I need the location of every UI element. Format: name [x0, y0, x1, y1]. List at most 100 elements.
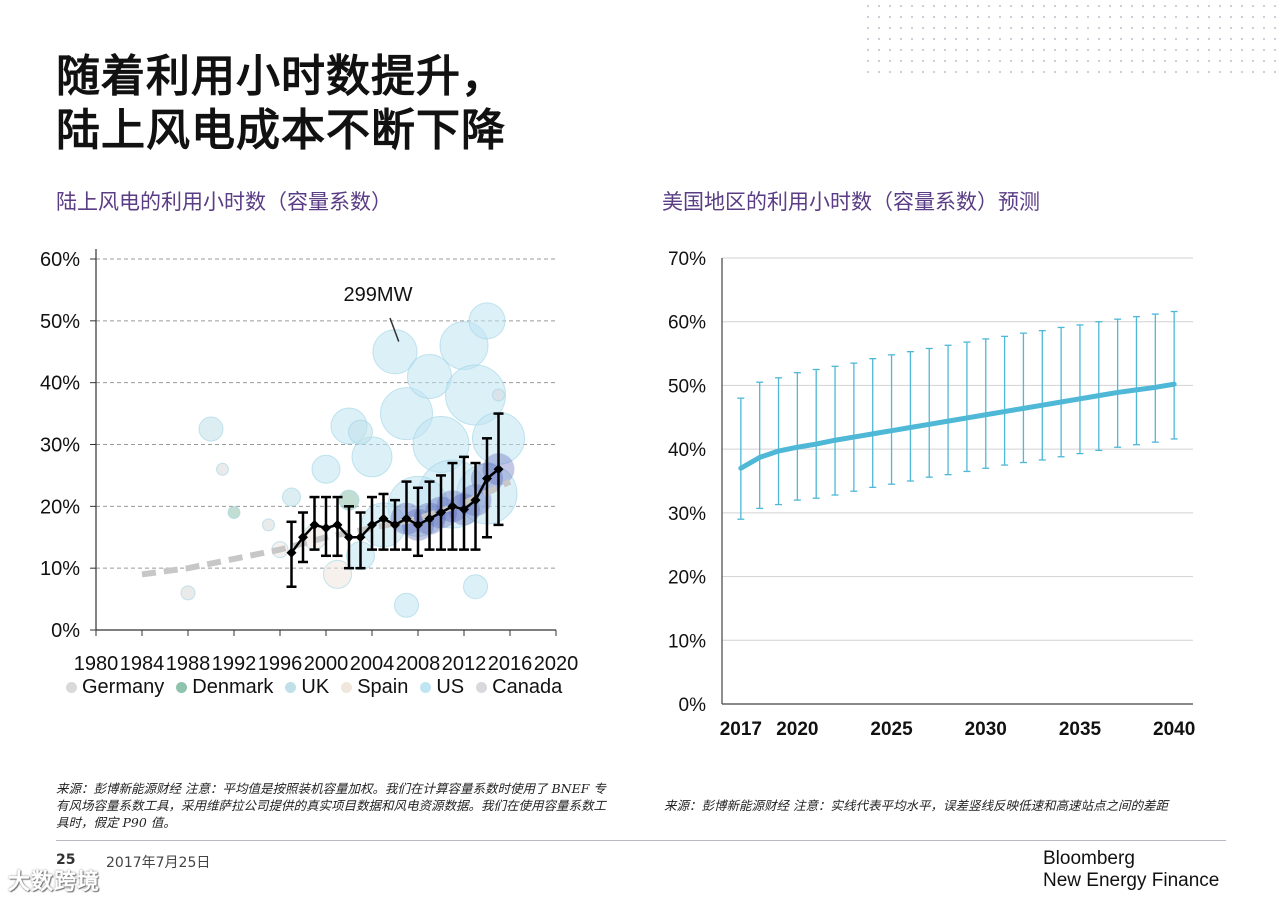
x-tick-label: 2017	[720, 719, 762, 740]
grid-dot	[965, 26, 969, 30]
grid-dot	[1130, 4, 1134, 8]
grid-dot	[1207, 37, 1211, 41]
grid-dot	[1174, 37, 1178, 41]
average-point	[286, 547, 297, 558]
brand-line2: New Energy Finance	[1043, 870, 1220, 891]
grid-dot	[1075, 15, 1079, 19]
bubble-spain	[323, 559, 352, 589]
x-tick-label: 2030	[965, 719, 1007, 740]
legend-swatch	[66, 682, 77, 693]
grid-dot	[1086, 4, 1090, 8]
grid-dot	[943, 26, 947, 30]
grid-dot	[877, 26, 881, 30]
grid-dot	[1262, 48, 1266, 52]
grid-dot	[1108, 4, 1112, 8]
grid-dot	[1262, 37, 1266, 41]
grid-dot	[1064, 59, 1068, 63]
grid-dot	[1053, 26, 1057, 30]
bubble-uk	[348, 419, 373, 445]
legend-label: Canada	[492, 676, 563, 698]
legend-swatch	[476, 682, 488, 693]
grid-dot	[1064, 48, 1068, 52]
grid-dot	[921, 4, 925, 8]
grid-dot	[910, 59, 914, 63]
average-point	[367, 519, 377, 530]
left-chart: 0% 10% 20% 30% 40% 50% 60% 1980 1984 1988 1992 1996…	[40, 249, 578, 675]
average-point	[413, 519, 423, 530]
grid-dot	[910, 37, 914, 41]
x-tick-label: 2025	[870, 719, 913, 740]
average-point	[332, 519, 343, 530]
grid-dot	[1218, 15, 1222, 19]
grid-dot	[1053, 15, 1057, 19]
grid-dot	[899, 4, 903, 8]
grid-dot	[932, 59, 936, 63]
grid-dot	[1086, 26, 1090, 30]
grid-dot	[1130, 70, 1134, 74]
y-tick-label: 40%	[668, 440, 706, 461]
grid-dot	[965, 37, 969, 41]
grid-dot	[1009, 48, 1013, 52]
grid-dot	[1229, 4, 1233, 8]
grid-dot	[1053, 70, 1057, 74]
bubble-uk	[282, 487, 301, 507]
grid-dot	[1009, 26, 1013, 30]
grid-dot	[1108, 15, 1112, 19]
grid-dot	[1218, 48, 1222, 52]
grid-dot	[1152, 4, 1156, 8]
grid-dot	[888, 70, 892, 74]
grid-dot	[1031, 4, 1035, 8]
right-chart: 0% 10% 20% 30% 40% 50% 60% 70% 2017 2020 2025 2030 2…	[668, 249, 1195, 740]
grid-dot	[866, 4, 870, 8]
grid-dot	[965, 4, 969, 8]
bubble-germany	[262, 518, 275, 532]
grid-dot	[1141, 59, 1145, 63]
page-title-line2: 陆上风电成本不断下降	[56, 105, 506, 156]
grid-dot	[1262, 4, 1266, 8]
grid-dot	[976, 59, 980, 63]
grid-dot	[1119, 4, 1123, 8]
grid-dot	[1251, 59, 1255, 63]
grid-dot	[888, 4, 892, 8]
average-point	[378, 513, 389, 524]
grid-dot	[998, 26, 1002, 30]
grid-dot	[1196, 4, 1200, 8]
grid-dot	[1020, 15, 1024, 19]
grid-dot	[1240, 48, 1244, 52]
x-tick-label: 1996	[258, 653, 303, 675]
grid-dot	[1273, 37, 1277, 41]
grid-dot	[1042, 26, 1046, 30]
average-point	[436, 507, 446, 518]
x-tick-label: 1980	[74, 653, 119, 675]
grid-dot	[1031, 70, 1035, 74]
grid-dot	[1031, 48, 1035, 52]
grid-dot	[1020, 4, 1024, 8]
grid-dot	[998, 15, 1002, 19]
grid-dot	[1075, 70, 1079, 74]
grid-dot	[1251, 70, 1255, 74]
grid-dot	[1174, 70, 1178, 74]
grid-dot	[1141, 4, 1145, 8]
grid-dot	[1009, 4, 1013, 8]
grid-dot	[1042, 70, 1046, 74]
grid-dot	[1141, 15, 1145, 19]
grid-dot	[1262, 15, 1266, 19]
grid-dot	[987, 26, 991, 30]
grid-dot	[1064, 70, 1068, 74]
grid-dot	[943, 15, 947, 19]
grid-dot	[1229, 70, 1233, 74]
annotation-label: 299MW	[344, 284, 413, 306]
legend-label: Spain	[357, 676, 409, 698]
grid-dot	[1020, 37, 1024, 41]
grid-dot	[866, 26, 870, 30]
grid-dot	[1163, 37, 1167, 41]
grid-dot	[1251, 26, 1255, 30]
grid-dot	[1218, 37, 1222, 41]
grid-dot	[899, 48, 903, 52]
grid-dot	[921, 26, 925, 30]
bubble-us	[468, 302, 506, 340]
average-point	[424, 513, 435, 524]
grid-dot	[899, 37, 903, 41]
grid-dot	[1075, 26, 1079, 30]
grid-dot	[1163, 70, 1167, 74]
